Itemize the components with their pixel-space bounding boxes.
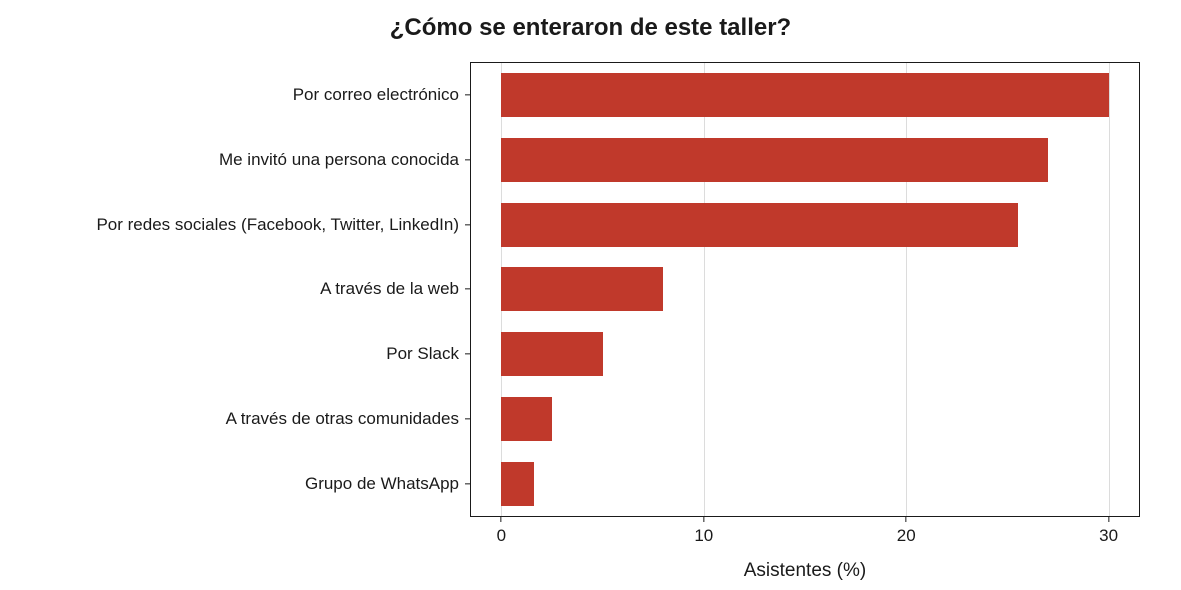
bar [501,332,602,376]
y-tick-label: Grupo de WhatsApp [305,474,471,494]
x-axis-title: Asistentes (%) [471,560,1139,582]
y-tick-label: Por Slack [386,344,471,364]
x-tick-label: 30 [1099,516,1118,546]
y-tick-label: A través de otras comunidades [226,409,471,429]
bar [501,73,1108,117]
bar [501,462,533,506]
x-tick-label: 0 [497,516,506,546]
plot-area: Asistentes (%) 0102030Por correo electró… [470,62,1140,517]
grid-line [1109,63,1110,516]
y-tick-label: Por redes sociales (Facebook, Twitter, L… [96,215,471,235]
bar [501,203,1017,247]
bar [501,397,552,441]
chart-title: ¿Cómo se enteraron de este taller? [0,14,1181,42]
x-tick-label: 20 [897,516,916,546]
bar [501,267,663,311]
y-tick-label: A través de la web [320,279,471,299]
y-tick-label: Por correo electrónico [293,85,471,105]
grid-line [906,63,907,516]
grid-line [704,63,705,516]
bar [501,138,1048,182]
y-tick-label: Me invitó una persona conocida [219,150,471,170]
chart-container: ¿Cómo se enteraron de este taller? Asist… [0,0,1181,590]
x-tick-label: 10 [694,516,713,546]
